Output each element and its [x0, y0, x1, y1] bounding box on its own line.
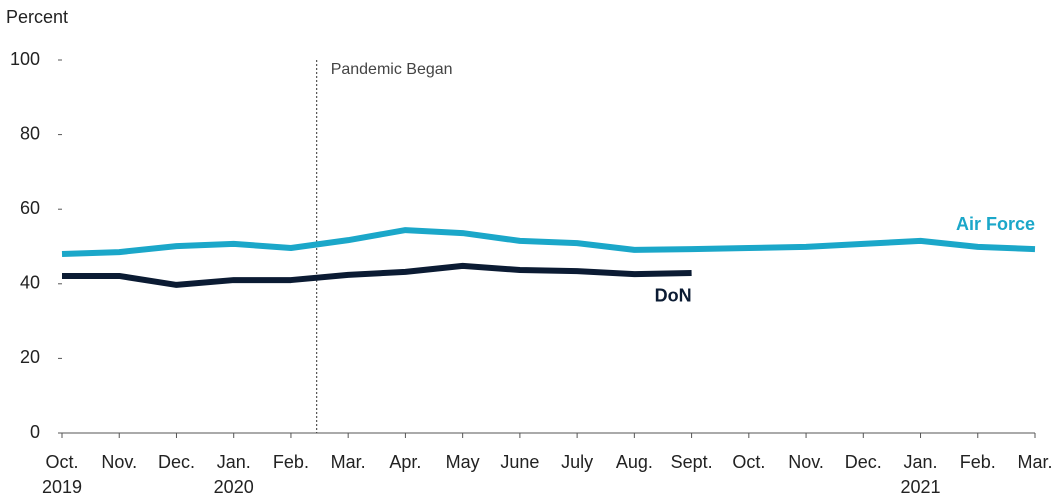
x-tick-label: June: [500, 452, 539, 472]
x-tick-label: Oct.: [732, 452, 765, 472]
x-tick-label: Jan. 2020: [214, 452, 254, 497]
y-tick-label: 0: [30, 422, 40, 442]
y-tick-label: 40: [20, 273, 40, 293]
x-tick-label: July: [561, 452, 593, 472]
y-tick-label: 100: [10, 49, 40, 69]
x-tick-label: Aug.: [616, 452, 653, 472]
x-tick-label: Mar.: [331, 452, 366, 472]
x-tick-label: Dec.: [845, 452, 882, 472]
x-tick-label: Sept.: [671, 452, 713, 472]
x-tick-label: Apr.: [389, 452, 421, 472]
x-tick-label: Feb.: [960, 452, 996, 472]
series-label: Air Force: [956, 214, 1035, 234]
y-axis-label: Percent: [6, 7, 68, 27]
x-tick-label: Nov.: [788, 452, 824, 472]
x-tick-label: Feb.: [273, 452, 309, 472]
series-line: [62, 262, 692, 288]
x-tick-label: May: [446, 452, 480, 472]
x-tick-label: Mar.: [1017, 452, 1052, 472]
x-tick-label: Nov.: [101, 452, 137, 472]
series-line: [61, 227, 1036, 257]
x-tick-label: Jan. 2021: [901, 452, 941, 497]
series-label: DoN: [655, 286, 692, 306]
y-tick-label: 60: [20, 198, 40, 218]
x-tick-label: Dec.: [158, 452, 195, 472]
y-tick-label: 20: [20, 347, 40, 367]
y-tick-label: 80: [20, 123, 40, 143]
x-tick-label: Oct. 2019: [42, 452, 82, 497]
annotation: Pandemic Began: [331, 61, 453, 78]
